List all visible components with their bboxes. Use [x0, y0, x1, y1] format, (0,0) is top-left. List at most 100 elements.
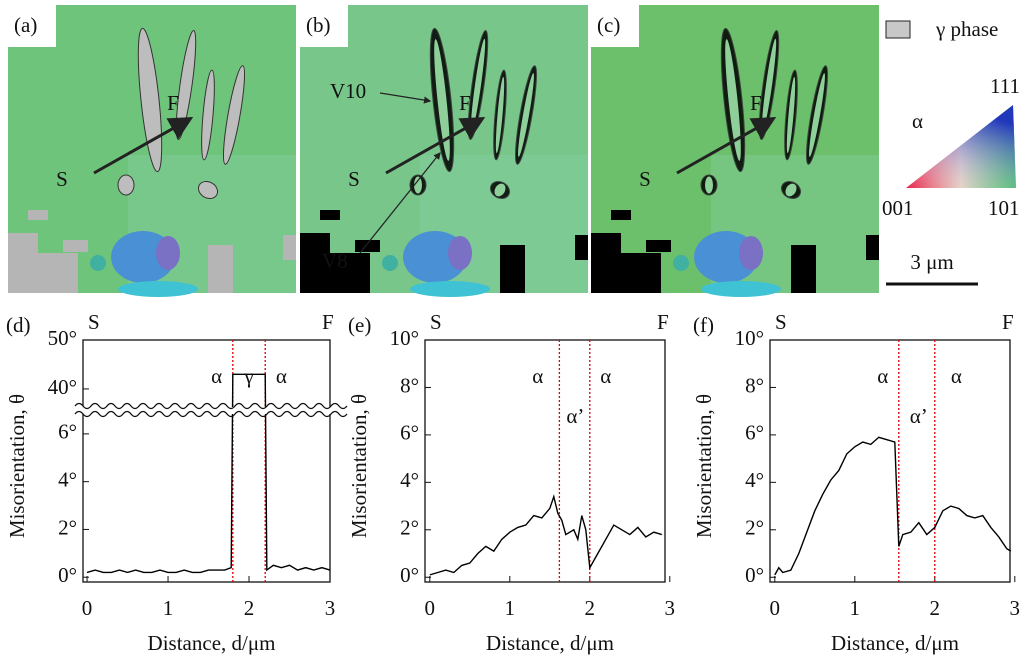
grain [38, 253, 78, 293]
panel-label: (b) [306, 13, 331, 37]
x-tick-label: 3 [1010, 596, 1021, 620]
panel-label: (d) [6, 313, 31, 337]
callout-line [379, 92, 432, 104]
end-label: F [657, 310, 669, 334]
x-tick-label: 2 [585, 596, 596, 620]
needle-core [434, 39, 450, 161]
x-tick-label: 2 [244, 596, 255, 620]
needle [137, 27, 163, 173]
grain [575, 235, 588, 260]
grain [791, 245, 816, 293]
panel-label: (c) [597, 13, 620, 37]
grain [611, 210, 631, 220]
axis-break-band [75, 407, 338, 413]
phase-annotation: α [532, 364, 543, 388]
needle-core [495, 76, 505, 154]
y-axis-label: Misorientation, θ [692, 394, 716, 538]
panel-label: (f) [693, 313, 714, 337]
corner-label: 001 [882, 196, 914, 220]
grain [300, 233, 330, 293]
grain [591, 233, 621, 293]
needle-core [725, 39, 741, 161]
y-tick-label: 50° [48, 326, 77, 350]
plot-frame [769, 339, 1011, 583]
phase-annotation: α [951, 364, 962, 388]
needle-core [761, 38, 777, 132]
x-axis-label: Distance, d/μm [486, 631, 614, 655]
callout-line [359, 152, 441, 254]
y-axis-label: Misorientation, θ [5, 394, 29, 538]
x-tick-label: 1 [505, 596, 516, 620]
chart: 0° 2° 4° 6° 40° 50° 0 1 2 3 α γ α (d) S F Distance, d/μm… [5, 310, 348, 655]
needle [175, 30, 197, 140]
cyan-grain [118, 281, 198, 297]
needle-core [786, 76, 796, 154]
grain [500, 245, 525, 293]
y-tick-label: 6° [400, 421, 419, 445]
profile-arrow [93, 117, 194, 175]
start-label: S [56, 167, 68, 191]
label-box [300, 5, 348, 47]
x-axis-label: Distance, d/μm [148, 631, 276, 655]
y-tick-label: 6° [745, 421, 764, 445]
y-tick-label: 8° [400, 373, 419, 397]
x-tick-label: 0 [82, 596, 93, 620]
y-tick-label: 2° [745, 516, 764, 540]
y-tick-label: 0° [58, 563, 77, 587]
end-label: F [1002, 310, 1014, 334]
panel-label: (a) [14, 13, 37, 37]
x-tick-label: 1 [163, 596, 174, 620]
phase-annotation: α [877, 364, 888, 388]
needle-core [494, 183, 506, 197]
grain [330, 253, 370, 293]
profile-line [429, 494, 662, 576]
grain [63, 240, 88, 252]
start-label: S [348, 167, 360, 191]
grain [320, 210, 340, 220]
panel-label: (e) [348, 313, 371, 337]
end-label: F [459, 91, 471, 115]
start-label: S [430, 310, 442, 334]
y-tick-label: 10° [390, 326, 419, 350]
grain [621, 253, 661, 293]
corner-label: 111 [990, 74, 1020, 98]
y-tick-label: 0° [745, 563, 764, 587]
y-tick-label: 2° [400, 516, 419, 540]
orientation-legend: γ phase α 111 001 101 3 μm [882, 17, 1020, 286]
needle [197, 180, 219, 200]
callout-label: V10 [330, 79, 366, 103]
needle-core [518, 73, 534, 157]
phase-annotation: α [276, 364, 287, 388]
grain [208, 245, 233, 293]
axis-break [74, 402, 348, 410]
y-axis-label: Misorientation, θ [347, 394, 371, 538]
y-tick-label: 2° [58, 515, 77, 539]
end-label: F [750, 91, 762, 115]
label-box [591, 5, 639, 47]
y-tick-label: 4° [400, 468, 419, 492]
phase-annotation: α’ [910, 404, 928, 428]
end-label: F [322, 310, 334, 334]
needle-core [470, 38, 486, 132]
chart: 0° 2° 4° 6° 8° 10° 0 1 2 3 α α’ α (e) S F Distance, d/μm… [347, 310, 675, 655]
needle-core [785, 183, 797, 197]
y-tick-label: 0° [400, 563, 419, 587]
profile-line [86, 373, 331, 574]
phase-swatch [885, 20, 911, 39]
micrograph: (a) S F [8, 5, 296, 297]
teal-grain [673, 255, 689, 271]
phase-annotation: γ [243, 364, 253, 388]
purple-grain [448, 236, 472, 270]
needle [117, 174, 135, 196]
phase-label: γ phase [935, 17, 998, 41]
x-axis-label: Distance, d/μm [831, 631, 959, 655]
x-tick-label: 1 [850, 596, 861, 620]
label-box [8, 5, 56, 47]
start-label: S [88, 310, 100, 334]
ipf-triangle-shade [906, 105, 1016, 188]
phase-annotation: α [211, 364, 222, 388]
micrograph: (b) S F V10 V8 [300, 5, 588, 297]
profile-line [774, 436, 1012, 576]
end-label: F [167, 91, 179, 115]
x-tick-label: 3 [665, 596, 676, 620]
